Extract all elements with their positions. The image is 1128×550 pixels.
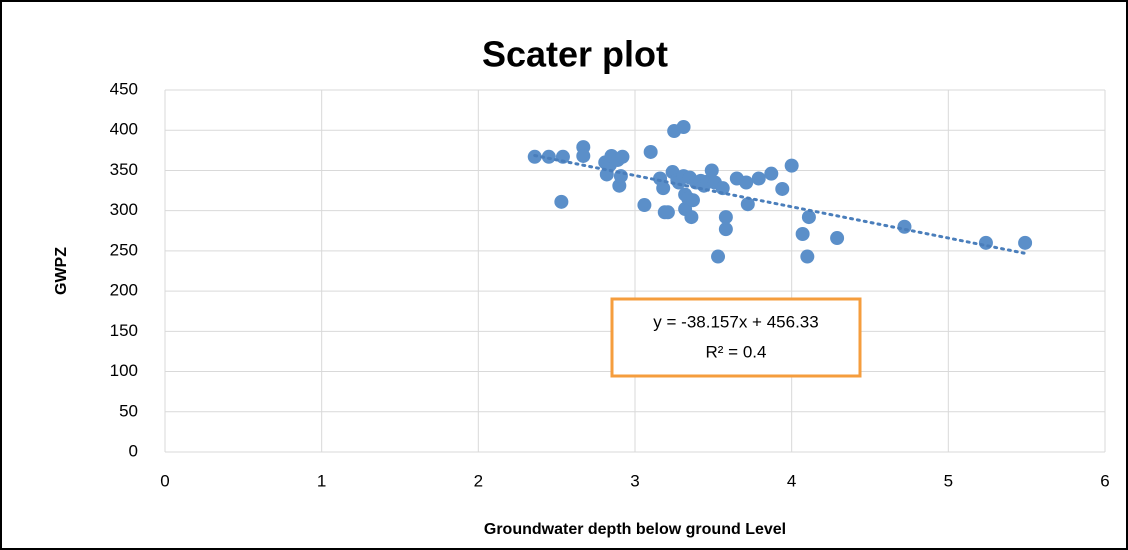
y-axis-label: GWPZ bbox=[53, 247, 70, 295]
point bbox=[541, 149, 556, 164]
y-tick-label: 400 bbox=[110, 120, 138, 139]
point bbox=[1018, 235, 1033, 250]
point bbox=[775, 181, 790, 196]
point bbox=[555, 149, 570, 164]
point bbox=[615, 149, 630, 164]
chart-title: Scater plot bbox=[482, 34, 668, 75]
x-tick-label: 6 bbox=[1100, 471, 1109, 490]
y-tick-label: 50 bbox=[119, 401, 138, 420]
x-tick-label: 4 bbox=[787, 471, 796, 490]
point bbox=[784, 158, 799, 173]
point bbox=[554, 194, 569, 209]
x-axis-label: Groundwater depth below ground Level bbox=[484, 521, 786, 538]
r-squared: R² = 0.4 bbox=[706, 342, 767, 361]
x-tick-label: 0 bbox=[160, 471, 169, 490]
point bbox=[800, 249, 815, 264]
x-tick-label: 2 bbox=[474, 471, 483, 490]
equation-box bbox=[610, 297, 862, 378]
point bbox=[751, 171, 766, 186]
point bbox=[740, 197, 755, 212]
point bbox=[656, 181, 671, 196]
point bbox=[637, 198, 652, 213]
y-tick-label: 300 bbox=[110, 200, 138, 219]
y-tick-label: 150 bbox=[110, 321, 138, 340]
point bbox=[660, 205, 675, 220]
point bbox=[643, 144, 658, 159]
y-tick-label: 200 bbox=[110, 281, 138, 300]
point bbox=[684, 210, 699, 225]
y-tick-label: 100 bbox=[110, 361, 138, 380]
point bbox=[685, 193, 700, 208]
point bbox=[576, 148, 591, 163]
point bbox=[718, 210, 733, 225]
equation: y = -38.157x + 456.33 bbox=[653, 312, 818, 331]
point bbox=[897, 219, 912, 234]
y-tick-label: 450 bbox=[110, 79, 138, 98]
point bbox=[676, 120, 691, 135]
point bbox=[795, 226, 810, 241]
x-tick-label: 1 bbox=[317, 471, 326, 490]
point bbox=[739, 175, 754, 190]
point bbox=[711, 249, 726, 264]
point bbox=[830, 231, 845, 246]
y-tick-label: 350 bbox=[110, 160, 138, 179]
y-tick-label: 250 bbox=[110, 240, 138, 259]
x-tick-label: 5 bbox=[944, 471, 953, 490]
point bbox=[704, 163, 719, 178]
y-tick-label: 0 bbox=[129, 441, 138, 460]
x-tick-label: 3 bbox=[630, 471, 639, 490]
trendline bbox=[533, 154, 1027, 255]
point bbox=[718, 222, 733, 237]
point bbox=[978, 235, 993, 250]
point bbox=[801, 210, 816, 225]
point bbox=[764, 166, 779, 181]
